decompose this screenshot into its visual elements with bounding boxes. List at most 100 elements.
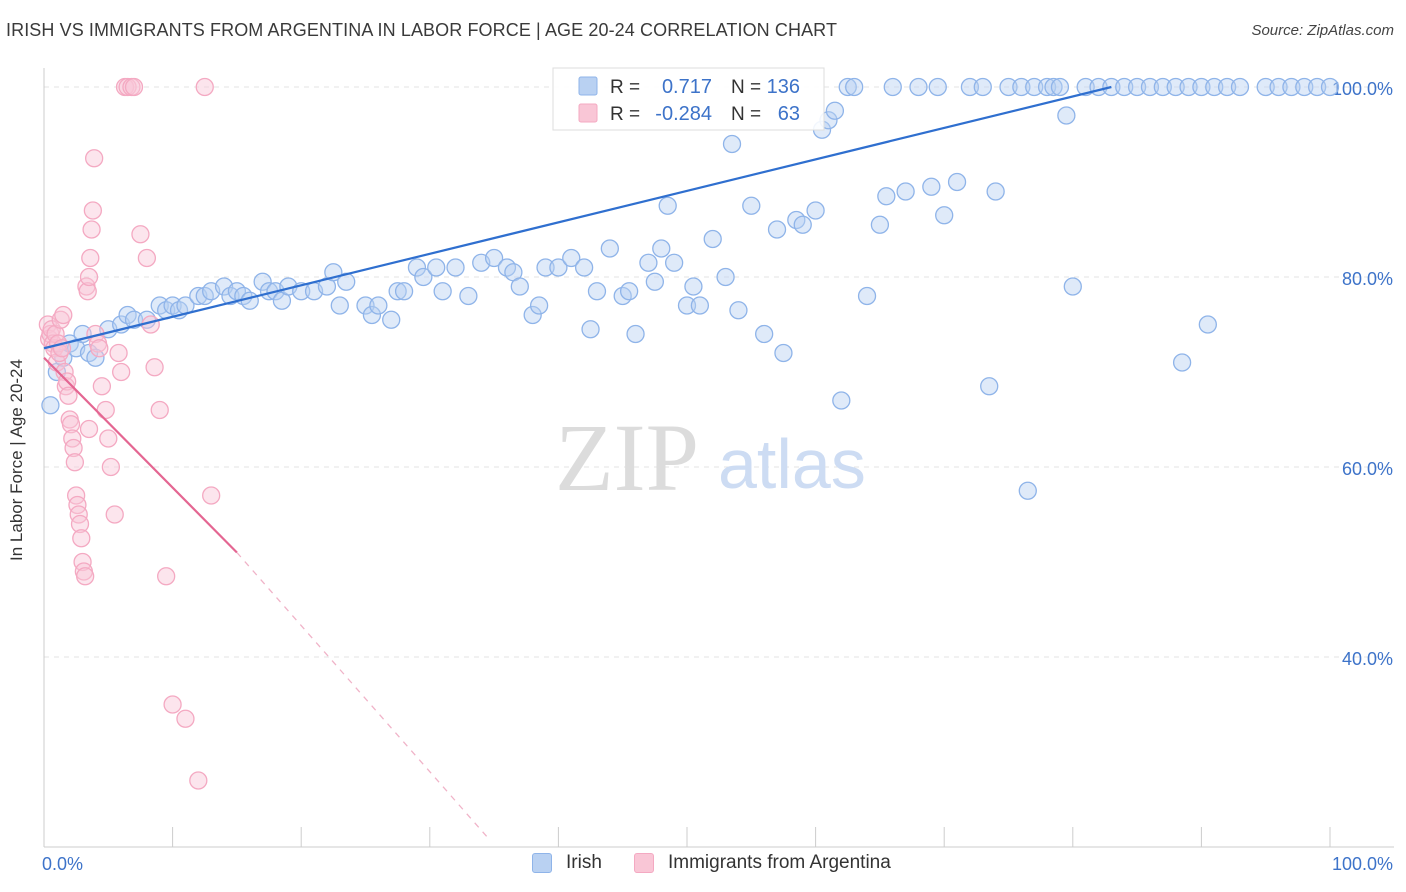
irish-point [658,196,677,215]
argentina-point [59,386,78,405]
irish-point [369,296,388,315]
argentina-point [195,77,214,97]
argentina-point [61,415,81,434]
legend-swatch-irish [578,76,598,96]
irish-point [1057,106,1076,125]
irish-point [1127,77,1147,97]
irish-point [1018,481,1037,500]
irish-point [86,348,105,367]
argentina-point [78,282,97,301]
legend-r-value-2: -0.284 [655,103,712,125]
irish-point [935,206,954,225]
irish-point [427,258,446,277]
argentina-point [101,457,121,477]
legend-item-irish[interactable]: Irish [532,852,602,874]
irish-point [716,267,735,287]
irish-point [562,248,581,268]
argentina-point [131,225,150,244]
irish-point [433,282,452,301]
argentina-point [81,248,100,268]
argentina-point [70,514,90,534]
irish-point [600,239,619,258]
axes [43,68,1394,848]
irish-point [1140,77,1160,97]
irish-point [1115,77,1134,97]
irish-point [1025,77,1044,97]
argentina-point [137,248,157,268]
irish-point [382,310,401,329]
irish-point [947,172,967,192]
argentina-point [112,362,131,382]
argentina-point [176,709,195,728]
watermark: ZIP atlas [555,404,866,511]
irish-point [639,253,658,272]
irish-point [922,177,941,196]
irish-point [388,282,407,301]
irish-point [825,101,845,120]
irish-point [414,267,433,287]
x-tick-labels: 0.0% 100.0% [42,854,1393,874]
irish-point [774,343,793,363]
legend-r-value-1: 0.717 [662,76,712,98]
irish-point [832,391,851,410]
argentina-point [79,419,99,439]
irish-point [755,324,774,344]
chart-source: Source: ZipAtlas.com [1251,22,1394,39]
argentina-trendline [43,356,238,554]
irish-point [581,320,600,339]
argentina-point [54,305,73,325]
irish-point [549,258,568,277]
argentina-point [118,77,137,97]
irish-point [928,77,947,97]
argentina-trendline-extension [236,552,489,838]
irish-point [870,215,890,234]
irish-point [1307,77,1327,97]
irish-point [240,291,259,310]
irish-point [362,305,382,325]
irish-point [722,134,742,154]
argentina-point [202,486,221,505]
chart-title: IRISH VS IMMIGRANTS FROM ARGENTINA IN LA… [6,20,838,40]
irish-point [652,239,671,258]
irish-point [806,201,825,220]
irish-point [1172,353,1192,372]
irish-point [1198,315,1217,334]
legend-label-argentina: Immigrants from Argentina [668,852,891,873]
irish-point [684,277,703,296]
argentina-point [85,149,104,168]
irish-point [407,258,427,277]
legend-label-irish: Irish [566,852,602,873]
irish-point [619,282,639,301]
irish-point [1153,77,1172,97]
series-argentina-points [38,77,221,790]
argentina-point [68,495,87,515]
watermark-zip: ZIP [555,404,699,511]
argentina-point [83,201,103,220]
legend-n-label-2: N = [731,104,761,125]
irish-point [857,286,877,306]
irish-point [999,77,1018,97]
irish-point [1179,77,1198,97]
irish-point [877,187,896,206]
argentina-point [67,486,86,505]
irish-point [529,296,549,315]
argentina-point [145,358,164,377]
irish-point [626,324,645,344]
y-tick-label: 40.0% [1342,649,1393,669]
argentina-point [90,339,109,358]
legend-r-label-1: R = [610,77,640,98]
legend-swatch-argentina [578,103,598,123]
legend-item-argentina[interactable]: Immigrants from Argentina [634,852,891,874]
y-tick-label: 100.0% [1332,79,1393,99]
irish-point [767,220,787,239]
y-tick-label: 60.0% [1342,459,1393,479]
irish-point [909,77,928,97]
y-tick-label: 80.0% [1342,269,1393,289]
legend-swatch-argentina-bottom [634,853,654,873]
x-tick-label-min: 0.0% [42,854,83,874]
argentina-point [96,400,115,420]
gridlines [44,86,1394,658]
series-irish-points [41,77,1340,500]
irish-point [536,258,555,277]
